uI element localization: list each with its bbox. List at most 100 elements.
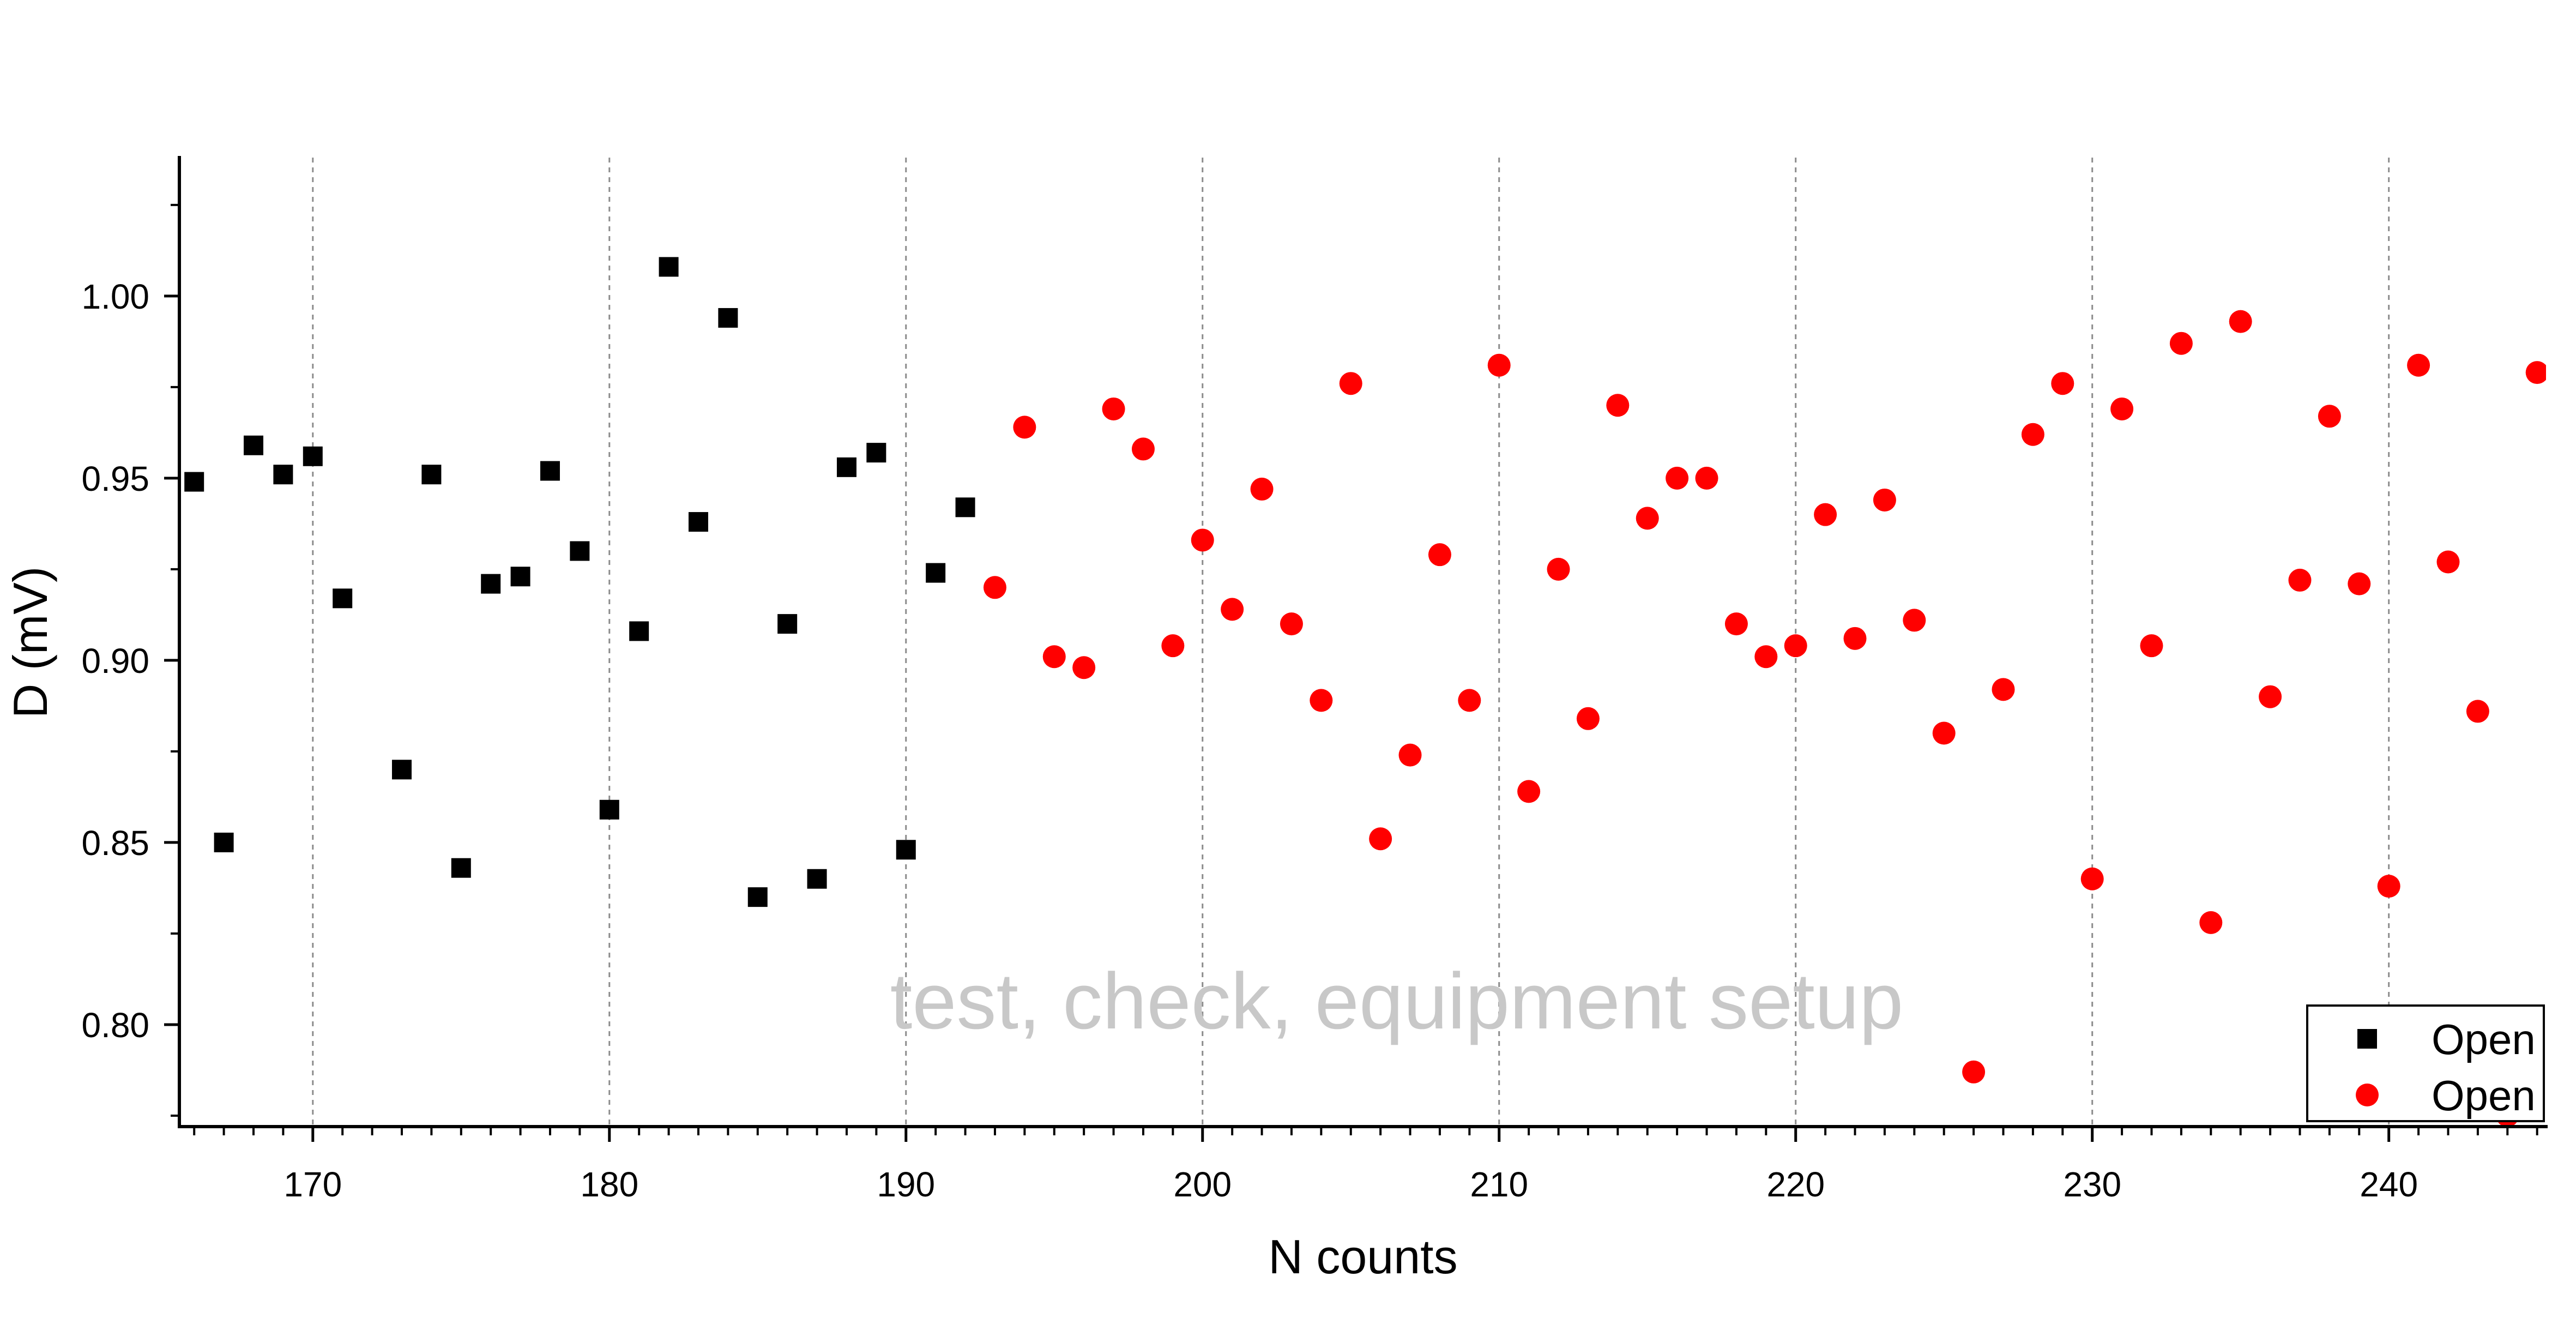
data-point-circle [1547, 557, 1570, 581]
data-point-circle [1221, 598, 1244, 621]
data-point-circle [1666, 466, 1689, 490]
legend-box [2306, 1004, 2545, 1122]
data-point-circle [1131, 437, 1155, 461]
data-point-circle [2348, 572, 2371, 595]
data-point-square [421, 465, 442, 485]
data-point-square [747, 887, 768, 907]
x-tick-label: 240 [2360, 1165, 2418, 1204]
y-tick-label: 0.95 [81, 459, 149, 498]
data-point-circle [2080, 867, 2104, 890]
data-point-circle [1013, 416, 1036, 439]
data-point-square [451, 858, 471, 878]
legend-label-open-circles: Open [2432, 1072, 2536, 1120]
y-axis-title: D (mV) [3, 567, 57, 719]
data-point-square [243, 435, 263, 455]
x-tick-label: 190 [877, 1165, 935, 1204]
data-point-square [896, 840, 916, 860]
x-tick-label: 180 [580, 1165, 638, 1204]
data-point-circle [2199, 911, 2223, 934]
data-point-square [481, 574, 501, 594]
data-point-circle [1754, 645, 1778, 669]
data-point-square [303, 446, 323, 466]
y-tick-label: 0.80 [81, 1006, 149, 1045]
data-point-square [926, 563, 946, 583]
data-point-square [391, 760, 412, 780]
data-point-circle [1843, 627, 1867, 650]
legend-circle-marker [2356, 1084, 2379, 1106]
data-point-circle [1695, 466, 1718, 490]
data-point-circle [2377, 875, 2400, 898]
data-point-circle [1606, 394, 1630, 417]
data-point-circle [1932, 721, 1956, 745]
data-point-circle [1280, 612, 1303, 636]
legend-label-open-squares: Open [2432, 1015, 2536, 1063]
data-point-circle [1487, 353, 1511, 377]
data-point-circle [1873, 488, 1896, 511]
x-axis-title: N counts [1268, 1230, 1457, 1284]
data-point-circle [1250, 477, 1274, 501]
data-point-circle [1814, 503, 1837, 526]
data-point-circle [1102, 397, 1125, 420]
series-open-circles [983, 310, 2546, 1127]
x-tick-label: 210 [1470, 1165, 1528, 1204]
data-point-square [184, 472, 204, 492]
data-point-circle [2259, 685, 2282, 708]
y-tick-label: 0.90 [81, 641, 149, 681]
data-point-square [333, 588, 353, 609]
data-point-circle [1191, 528, 1214, 552]
data-point-square [510, 567, 530, 587]
data-point-circle [1369, 827, 1392, 851]
data-point-circle [2021, 423, 2044, 446]
data-point-square [866, 443, 886, 463]
data-point-circle [1042, 645, 1066, 669]
data-point-circle [2229, 310, 2252, 333]
data-point-square [807, 869, 827, 889]
data-point-circle [1576, 707, 1600, 730]
data-point-circle [2288, 568, 2312, 592]
data-point-square [599, 799, 619, 820]
axes: 170 180 190 200 210 220 230 240 0.80 0.85 0.90 0.9… [81, 156, 2548, 1204]
data-point-square [540, 461, 560, 481]
data-point-circle [983, 576, 1006, 599]
y-tick-label: 1.00 [81, 277, 149, 316]
data-point-circle [2466, 700, 2489, 723]
legend: Open Open [2306, 1004, 2545, 1122]
data-point-circle [1310, 689, 1333, 712]
data-point-square [688, 512, 708, 532]
data-point-circle [2318, 405, 2341, 428]
x-axis-ticks: 170 180 190 200 210 220 230 240 [193, 1127, 2538, 1204]
data-point-circle [2436, 550, 2460, 574]
data-point-circle [1458, 689, 1481, 712]
watermark-text: test, check, equipment setup [890, 956, 1904, 1045]
data-point-circle [1784, 634, 1807, 658]
data-point-circle [2110, 397, 2134, 420]
legend-square-marker [2357, 1029, 2377, 1049]
series-open-squares [184, 257, 975, 907]
data-point-circle [1724, 612, 1748, 636]
data-point-square [718, 308, 738, 328]
data-point-circle [2140, 634, 2163, 658]
data-point-circle [1903, 609, 1926, 632]
data-point-square [836, 457, 856, 477]
y-tick-label: 0.85 [81, 823, 149, 863]
data-point-circle [2051, 372, 2074, 395]
data-point-square [629, 621, 649, 641]
data-point-circle [1072, 656, 1096, 679]
data-point-square [659, 257, 679, 277]
x-tick-label: 220 [1766, 1165, 1825, 1204]
data-point-square [214, 832, 234, 852]
data-point-square [570, 541, 590, 561]
data-point-circle [1962, 1060, 1986, 1084]
data-point-circle [1636, 507, 1659, 530]
plot-area-points [184, 257, 2546, 1127]
data-point-circle [1161, 634, 1185, 658]
data-point-square [955, 497, 975, 517]
data-point-circle [2525, 361, 2546, 384]
x-tick-label: 170 [283, 1165, 342, 1204]
data-point-circle [1428, 543, 1451, 567]
data-point-circle [1339, 372, 1362, 395]
data-point-square [273, 465, 293, 485]
data-point-square [777, 614, 798, 634]
data-point-circle [1517, 780, 1541, 803]
